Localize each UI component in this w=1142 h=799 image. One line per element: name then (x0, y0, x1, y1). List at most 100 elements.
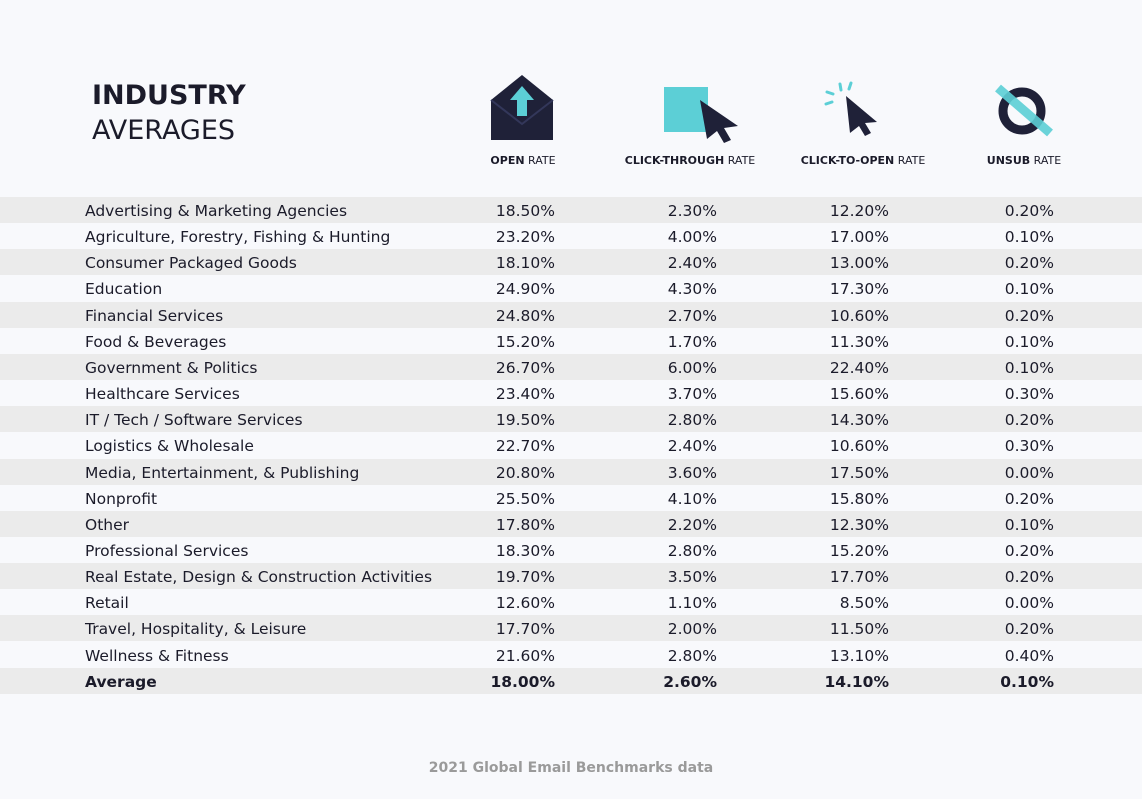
row-label: Real Estate, Design & Construction Activ… (85, 568, 433, 587)
column-header: OPEN RATE (490, 154, 555, 167)
row-value: 18.00% (490, 672, 555, 691)
row-value: 17.70% (495, 620, 555, 639)
row-value: 15.80% (829, 489, 889, 508)
row-value: 13.10% (829, 646, 889, 665)
row-label: Education (85, 280, 163, 299)
row-label: Financial Services (85, 306, 224, 325)
row-value: 2.00% (667, 620, 717, 639)
row-value: 2.40% (667, 254, 717, 273)
header-bold: UNSUB (986, 154, 1031, 167)
row-label: Agriculture, Forestry, Fishing & Hunting (85, 228, 391, 247)
row-label: Healthcare Services (85, 385, 240, 404)
row-value: 0.20% (1004, 254, 1054, 273)
row-value: 0.10% (1004, 228, 1054, 247)
header-bold: OPEN (490, 154, 525, 167)
row-value: 26.70% (495, 358, 555, 377)
table-row: Professional Services 18.30% 2.80% 15.20% 0.… (0, 537, 1142, 563)
row-value: 18.10% (495, 254, 555, 273)
row-value: 17.70% (829, 568, 889, 587)
row-value: 0.20% (1004, 411, 1054, 430)
click-to-open-icon (824, 81, 877, 136)
row-value: 0.10% (1000, 672, 1054, 691)
column-header: CLICK-THROUGH RATE (625, 154, 756, 167)
row-value: 19.50% (495, 411, 555, 430)
row-label: Average (85, 672, 157, 691)
row-value: 6.00% (667, 358, 717, 377)
table-row: Consumer Packaged Goods 18.10% 2.40% 13.00%… (0, 249, 1142, 276)
row-value: 0.40% (1004, 646, 1054, 665)
row-value: 18.50% (495, 202, 555, 220)
row-value: 0.10% (1004, 280, 1054, 299)
row-value: 0.20% (1004, 620, 1054, 639)
row-value: 4.30% (667, 280, 717, 299)
header-bold: CLICK-THROUGH (624, 154, 725, 167)
row-value: 3.60% (667, 463, 717, 482)
table-row: Financial Services 24.80% 2.70% 10.60% 0.20% (0, 301, 1142, 328)
row-label: Media, Entertainment, & Publishing (85, 463, 360, 482)
row-value: 23.20% (495, 228, 555, 247)
row-label: Nonprofit (85, 489, 158, 508)
row-value: 10.60% (829, 306, 889, 325)
row-value: 0.20% (1004, 541, 1054, 560)
average-row: Average 18.00% 2.60% 14.10% 0.10% (0, 667, 1142, 694)
row-label: IT / Tech / Software Services (85, 411, 303, 430)
row-value: 0.20% (1004, 306, 1054, 325)
row-value: 10.60% (829, 437, 889, 456)
row-value: 0.10% (1004, 515, 1054, 534)
row-value: 2.80% (667, 646, 717, 665)
row-value: 0.00% (1004, 594, 1054, 613)
header-rest: RATE (727, 154, 756, 167)
row-value: 0.20% (1004, 202, 1054, 220)
table-row: Real Estate, Design & Construction Activ… (0, 563, 1142, 590)
row-value: 2.70% (667, 306, 717, 325)
row-value: 18.30% (495, 541, 555, 560)
table-row: Government & Politics 26.70% 6.00% 22.40% 0.… (0, 353, 1142, 380)
unsub-icon (995, 84, 1053, 137)
table-row: Logistics & Wholesale 22.70% 2.40% 10.60% 0.… (0, 432, 1142, 458)
row-value: 1.70% (667, 332, 717, 351)
table-row: Agriculture, Forestry, Fishing & Hunting… (0, 223, 1142, 249)
table-row: Education 24.90% 4.30% 17.30% 0.10% (0, 275, 1142, 301)
row-value: 2.30% (667, 202, 717, 220)
row-value: 0.10% (1004, 358, 1054, 377)
row-value: 23.40% (495, 385, 555, 404)
click-through-icon (664, 87, 738, 143)
row-label: Travel, Hospitality, & Leisure (85, 620, 307, 639)
header-rest: RATE (1033, 154, 1062, 167)
row-value: 24.80% (495, 306, 555, 325)
row-value: 0.30% (1004, 385, 1054, 404)
table-row: IT / Tech / Software Services 19.50% 2.80%… (0, 406, 1142, 433)
row-value: 13.00% (829, 254, 889, 273)
row-value: 17.80% (495, 515, 555, 534)
header-bold: CLICK-TO-OPEN (800, 154, 895, 167)
row-value: 19.70% (495, 568, 555, 587)
table-row: Advertising & Marketing Agencies 18.50% 2.… (0, 197, 1142, 223)
table-row: Media, Entertainment, & Publishing 20.80%… (0, 458, 1142, 485)
row-label: Retail (85, 594, 129, 613)
row-value: 2.80% (667, 541, 717, 560)
row-value: 17.30% (829, 280, 889, 299)
row-value: 0.10% (1004, 332, 1054, 351)
row-label: Government & Politics (85, 358, 258, 377)
row-value: 22.40% (829, 358, 889, 377)
row-value: 2.40% (667, 437, 717, 456)
table-row: Healthcare Services 23.40% 3.70% 15.60% 0.30… (0, 380, 1142, 406)
row-value: 12.60% (495, 594, 555, 613)
row-value: 11.30% (829, 332, 889, 351)
table-row: Other 17.80% 2.20% 12.30% 0.10% (0, 510, 1142, 537)
row-value: 12.30% (829, 515, 889, 534)
row-label: Advertising & Marketing Agencies (85, 202, 348, 220)
row-value: 20.80% (495, 463, 555, 482)
row-value: 24.90% (495, 280, 555, 299)
row-value: 14.10% (824, 672, 889, 691)
column-header: CLICK-TO-OPEN RATE (801, 154, 926, 167)
row-value: 3.50% (667, 568, 717, 587)
row-value: 17.50% (829, 463, 889, 482)
row-value: 15.20% (829, 541, 889, 560)
row-label: Consumer Packaged Goods (85, 254, 297, 273)
table-row: Retail 12.60% 1.10% 8.50% 0.00% (0, 589, 1142, 615)
open-icon (490, 75, 554, 140)
row-value: 0.20% (1004, 568, 1054, 587)
table-row: Nonprofit 25.50% 4.10% 15.80% 0.20% (0, 485, 1142, 511)
